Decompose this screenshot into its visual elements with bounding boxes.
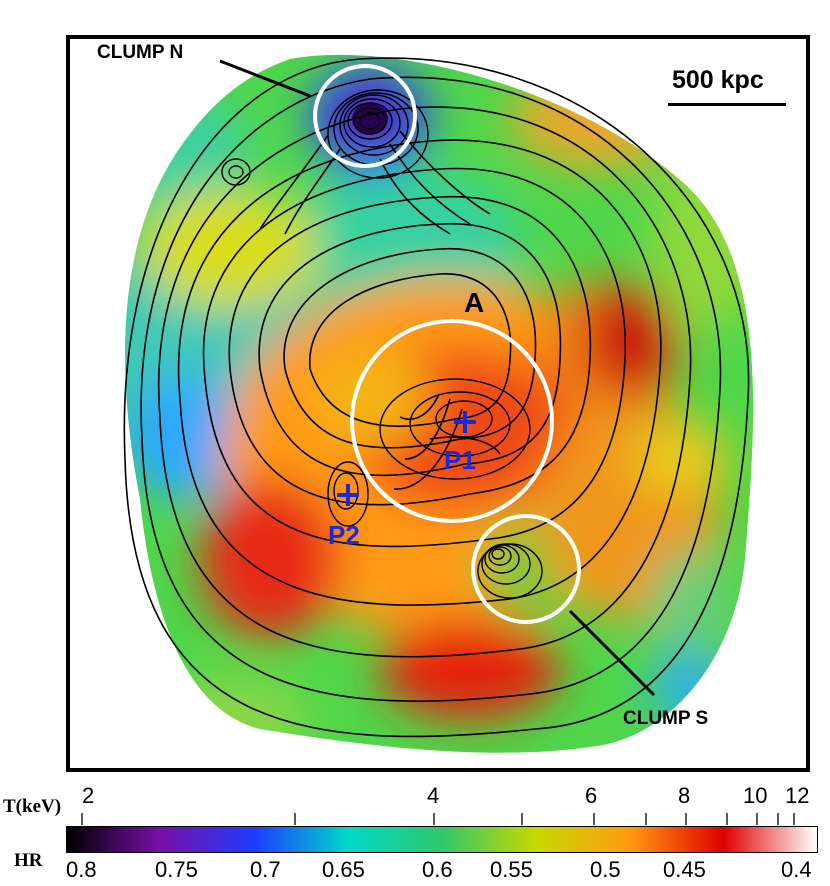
p2-contours <box>327 461 369 527</box>
p1-cross-marker <box>454 411 476 433</box>
scale-bar-label: 500 kpc <box>672 66 764 94</box>
clump-n-pointer <box>219 59 311 98</box>
hr-tick-0.45: 0.45 <box>663 857 706 882</box>
hr-tick-0.4: 0.4 <box>781 857 812 882</box>
hr-tick-0.7: 0.7 <box>250 857 281 882</box>
t-tick-2: 2 <box>82 783 95 808</box>
t-tick-12: 12 <box>785 783 810 808</box>
region-a-circle <box>350 319 554 523</box>
region-a-label: A <box>464 287 485 318</box>
p2-cross-marker <box>337 484 359 506</box>
clump-n-contours <box>327 89 429 179</box>
hr-tick-0.75: 0.75 <box>155 857 198 882</box>
clump-n-circle <box>313 64 417 168</box>
clump-s-pointer <box>568 609 656 697</box>
hr-tick-0.65: 0.65 <box>322 857 365 882</box>
t-tick-4: 4 <box>427 783 440 808</box>
t-tick-6: 6 <box>585 783 598 808</box>
hr-tick-0.8: 0.8 <box>66 857 97 882</box>
hardness-ratio-map <box>123 54 754 753</box>
temperature-map-frame: CLUMP N 500 kpc A P1 P2 CLUMP S <box>66 35 810 772</box>
clump-s-contours <box>477 543 543 599</box>
clump-n-label: CLUMP N <box>97 42 184 63</box>
hr-axis-label: HR <box>14 850 43 871</box>
t-tick-10: 10 <box>743 783 768 808</box>
temperature-axis-label: T(keV) <box>3 796 62 817</box>
p1-label: P1 <box>444 445 476 475</box>
hr-tick-0.6: 0.6 <box>422 857 453 882</box>
p2-label: P2 <box>328 520 360 550</box>
temperature-tick-marks <box>81 813 795 825</box>
scale-bar <box>668 103 786 106</box>
hr-tick-0.55: 0.55 <box>490 857 533 882</box>
t-tick-8: 8 <box>678 783 691 808</box>
clump-s-circle <box>471 514 581 624</box>
colorbar <box>66 826 818 853</box>
hr-tick-0.5: 0.5 <box>590 857 621 882</box>
small-clump-nw-contours <box>221 158 251 186</box>
clump-s-label: CLUMP S <box>623 708 709 729</box>
p1-contours <box>379 378 531 480</box>
